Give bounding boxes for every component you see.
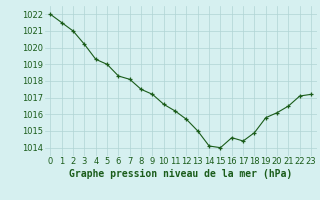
X-axis label: Graphe pression niveau de la mer (hPa): Graphe pression niveau de la mer (hPa): [69, 169, 292, 179]
